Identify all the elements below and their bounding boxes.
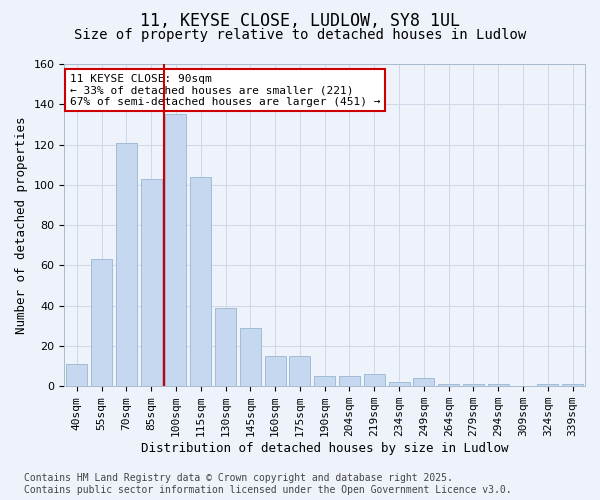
Bar bbox=[537, 384, 559, 386]
Bar bbox=[438, 384, 459, 386]
Bar bbox=[562, 384, 583, 386]
Bar bbox=[289, 356, 310, 386]
Bar bbox=[389, 382, 410, 386]
X-axis label: Distribution of detached houses by size in Ludlow: Distribution of detached houses by size … bbox=[141, 442, 508, 455]
Text: Size of property relative to detached houses in Ludlow: Size of property relative to detached ho… bbox=[74, 28, 526, 42]
Bar bbox=[488, 384, 509, 386]
Bar bbox=[339, 376, 360, 386]
Text: 11 KEYSE CLOSE: 90sqm
← 33% of detached houses are smaller (221)
67% of semi-det: 11 KEYSE CLOSE: 90sqm ← 33% of detached … bbox=[70, 74, 380, 107]
Bar bbox=[413, 378, 434, 386]
Y-axis label: Number of detached properties: Number of detached properties bbox=[15, 116, 28, 334]
Bar bbox=[190, 177, 211, 386]
Bar bbox=[166, 114, 187, 386]
Text: Contains HM Land Registry data © Crown copyright and database right 2025.
Contai: Contains HM Land Registry data © Crown c… bbox=[24, 474, 512, 495]
Bar bbox=[265, 356, 286, 386]
Text: 11, KEYSE CLOSE, LUDLOW, SY8 1UL: 11, KEYSE CLOSE, LUDLOW, SY8 1UL bbox=[140, 12, 460, 30]
Bar bbox=[463, 384, 484, 386]
Bar bbox=[240, 328, 261, 386]
Bar bbox=[364, 374, 385, 386]
Bar bbox=[116, 142, 137, 386]
Bar bbox=[215, 308, 236, 386]
Bar bbox=[314, 376, 335, 386]
Bar bbox=[91, 260, 112, 386]
Bar bbox=[66, 364, 88, 386]
Bar bbox=[140, 179, 162, 386]
